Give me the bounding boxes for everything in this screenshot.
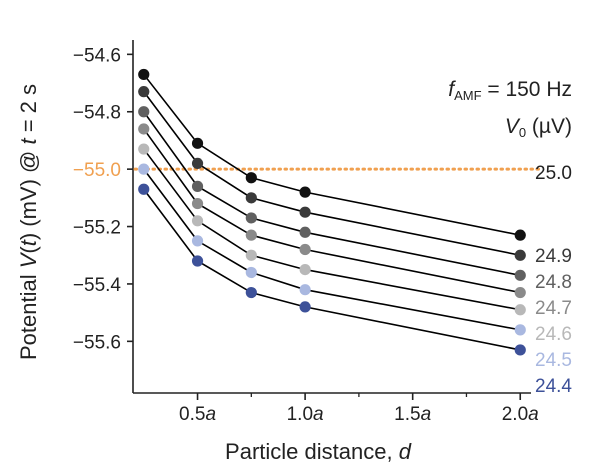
series-line	[143, 111, 521, 277]
y-axis-label-var-t2: t	[16, 138, 41, 145]
x-axis-label-var: d	[399, 439, 412, 464]
series-marks	[138, 68, 526, 356]
y-axis-label: Potential V(t) (mV) @ t = 2 s	[16, 84, 41, 360]
data-point	[191, 137, 204, 149]
data-point	[138, 143, 150, 155]
legend-entry: 24.9	[535, 246, 572, 267]
data-point	[514, 344, 526, 356]
x-tick-label: 0.5a	[179, 404, 216, 425]
data-point	[191, 255, 204, 267]
data-point	[299, 186, 311, 198]
series-line	[143, 128, 521, 294]
plot-area: −54.6 −54.8 −55.0 −55.2 −55.4 −55.6 0.5a 1.0a 1.…	[73, 40, 542, 425]
series-line	[143, 148, 521, 311]
data-point	[245, 266, 257, 279]
data-point	[299, 243, 311, 256]
data-point	[191, 235, 204, 247]
legend-title-voltage: V0 (µV)	[505, 115, 572, 140]
data-point	[514, 286, 526, 299]
y-axis-label-mid: ) (mV) @	[16, 145, 41, 241]
y-tick-label: −55.6	[73, 332, 121, 353]
data-point	[299, 206, 311, 218]
data-point	[191, 215, 204, 227]
data-point	[514, 269, 526, 281]
x-tick-label: 1.5a	[394, 404, 431, 425]
data-point	[245, 249, 257, 261]
legend-title-f-rest: = 150 Hz	[482, 78, 572, 101]
data-point	[138, 68, 150, 81]
data-point	[299, 284, 311, 296]
y-tick-label: −54.6	[73, 45, 121, 66]
legend-entry: 24.7	[535, 298, 572, 319]
y-tick-label: −55.0	[73, 160, 121, 181]
data-point	[191, 180, 204, 192]
y-axis-label-var-t: t	[16, 239, 41, 246]
data-point	[138, 106, 150, 118]
data-point	[299, 301, 311, 313]
y-axis-label-open: (	[16, 246, 41, 254]
series-line	[143, 188, 521, 351]
data-point	[138, 183, 150, 195]
data-point	[514, 324, 526, 336]
data-point	[138, 86, 150, 98]
x-axis-label: Particle distance, d	[225, 439, 412, 464]
legend-entry: 24.6	[535, 324, 572, 345]
y-axis-label-post: = 2 s	[16, 84, 41, 138]
legend-title-f: f	[448, 78, 456, 101]
legend-entry: 24.5	[535, 350, 572, 371]
legend-entry: 24.4	[535, 376, 572, 397]
data-point	[514, 304, 526, 316]
data-point	[245, 172, 257, 184]
y-tick-label: −55.4	[73, 275, 122, 296]
x-tick-label: 2.0a	[502, 404, 539, 425]
data-point	[138, 163, 150, 175]
data-point	[191, 157, 204, 170]
data-point	[138, 123, 150, 135]
data-point	[245, 286, 257, 299]
series-line	[143, 168, 521, 331]
legend-title-v-rest: (µV)	[526, 115, 572, 138]
legend-title-v-sub: 0	[519, 125, 526, 140]
data-point	[245, 212, 257, 224]
legend-title-frequency: fAMF = 150 Hz	[448, 78, 572, 103]
data-point	[245, 229, 257, 241]
data-point	[299, 263, 311, 276]
legend-title-v: V	[505, 115, 521, 138]
x-tick-label: 1.0a	[287, 404, 324, 425]
y-tick-label: −54.8	[73, 103, 121, 124]
legend-entry: 25.0	[535, 163, 572, 184]
data-point	[514, 229, 526, 241]
legend-entry: 24.8	[535, 272, 572, 293]
data-point	[514, 249, 526, 261]
data-point	[299, 226, 311, 238]
data-point	[245, 192, 257, 204]
x-axis-label-main: Particle distance,	[225, 439, 399, 464]
series-line	[143, 91, 521, 257]
data-point	[191, 197, 204, 210]
y-axis-label-pre: Potential	[16, 268, 41, 360]
legend: 25.0 24.9 24.8 24.7 24.6 24.5 24.4	[535, 163, 572, 397]
y-axis-label-var-V: V	[16, 251, 41, 268]
legend-title-f-sub: AMF	[454, 88, 482, 103]
y-tick-label: −55.2	[73, 218, 121, 239]
